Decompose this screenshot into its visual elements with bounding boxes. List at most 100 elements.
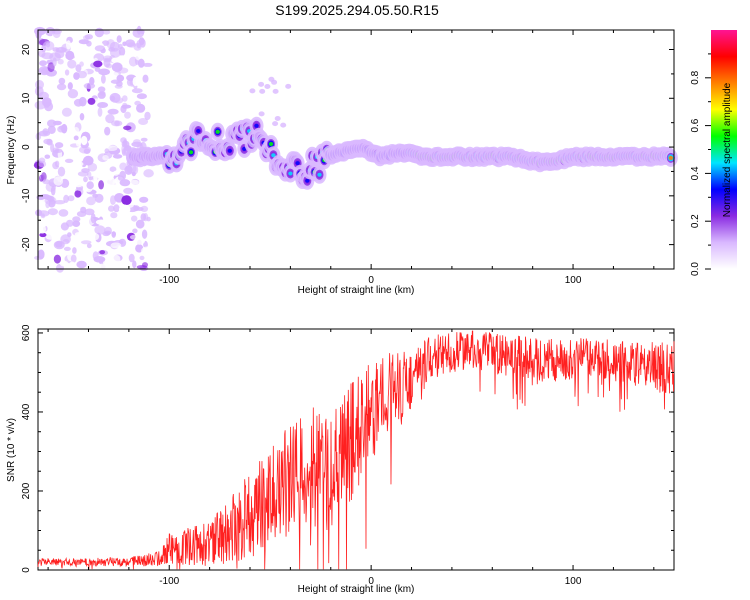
noise-blob xyxy=(103,260,109,266)
noise-blob xyxy=(132,228,138,234)
noise-blob xyxy=(117,175,125,181)
noise-blob xyxy=(142,62,153,67)
spectrogram-x-tick-label: -100 xyxy=(159,275,179,286)
noise-blob xyxy=(80,244,87,254)
noise-blob xyxy=(41,52,54,60)
noise-blob xyxy=(120,105,127,114)
noise-speck xyxy=(164,37,170,43)
colorbar-tick-label: 0.4 xyxy=(690,166,701,180)
ridge-arc-blob xyxy=(258,111,265,117)
noise-blob xyxy=(52,57,57,67)
noise-blob xyxy=(142,262,148,268)
noise-blob xyxy=(119,162,128,171)
colorbar-tick-label: 0.2 xyxy=(690,214,701,228)
noise-blob xyxy=(117,67,129,74)
noise-blob xyxy=(119,204,131,215)
noise-blob xyxy=(59,260,69,267)
noise-speck xyxy=(497,195,501,201)
noise-blob xyxy=(139,196,149,203)
noise-blob xyxy=(45,42,51,48)
noise-blob xyxy=(47,119,57,128)
noise-blob xyxy=(135,219,145,229)
colorbar: 0.0 0.2 0.4 0.6 0.8 Normalized spectral ampl… xyxy=(690,30,737,276)
noise-blob xyxy=(124,111,131,119)
noise-blob xyxy=(141,246,153,256)
noise-blob xyxy=(45,232,57,240)
noise-blob xyxy=(86,181,94,190)
noise-blob xyxy=(111,120,123,127)
noise-blob xyxy=(123,187,133,194)
noise-blob xyxy=(69,261,75,267)
noise-blob xyxy=(101,74,106,84)
noise-blob xyxy=(90,213,96,224)
noise-blob xyxy=(110,79,121,84)
noise-blob xyxy=(118,43,123,50)
noise-blob xyxy=(111,57,120,64)
noise-blob xyxy=(138,118,149,125)
noise-blob xyxy=(83,176,88,183)
noise-blob xyxy=(139,255,145,261)
noise-speck xyxy=(232,189,237,193)
noise-speck xyxy=(174,106,180,110)
snr-series-line xyxy=(37,330,675,570)
noise-blob xyxy=(76,140,81,147)
noise-speck xyxy=(466,138,472,144)
noise-blob xyxy=(140,38,146,48)
noise-blob xyxy=(111,231,116,238)
noise-blob xyxy=(89,77,95,86)
noise-speck xyxy=(462,33,468,39)
snr-frame xyxy=(37,328,675,571)
noise-blob xyxy=(70,254,77,263)
noise-blob xyxy=(87,162,98,172)
noise-blob xyxy=(46,138,53,146)
noise-blob xyxy=(64,158,74,163)
spectrogram-x-ticks: -100 0 100 xyxy=(47,30,655,286)
noise-blob xyxy=(39,60,47,67)
noise-speck xyxy=(251,94,256,98)
noise-speck xyxy=(543,80,548,84)
noise-blob xyxy=(98,180,104,190)
noise-blob xyxy=(64,69,70,76)
noise-blob xyxy=(72,216,81,223)
noise-blob xyxy=(125,246,133,252)
colorbar-gradient xyxy=(711,30,737,269)
noise-speck xyxy=(541,50,545,54)
noise-speck xyxy=(281,76,287,81)
noise-blob xyxy=(121,85,133,90)
ridge-blob xyxy=(268,142,274,146)
ridge-arc-blob xyxy=(274,116,281,121)
noise-blob xyxy=(95,219,107,225)
snr-y-label: SNR (10 * v/v) xyxy=(6,418,17,482)
noise-blob xyxy=(57,58,64,65)
noise-blob xyxy=(66,40,71,50)
noise-blob xyxy=(75,47,83,58)
noise-blob xyxy=(113,204,120,213)
spectrogram-frame xyxy=(37,29,675,270)
noise-blob xyxy=(78,96,87,107)
spectrogram-y-ticks: 20 10 0 -10 -20 xyxy=(21,44,674,270)
noise-blob xyxy=(38,91,49,101)
noise-speck xyxy=(216,240,222,244)
noise-blob xyxy=(65,54,75,60)
snr-x-tick-label: 0 xyxy=(368,576,374,587)
noise-blob xyxy=(63,194,69,203)
snr-x-tick-label: 100 xyxy=(565,576,582,587)
noise-blob xyxy=(94,225,106,235)
noise-blob xyxy=(102,29,111,35)
noise-blob xyxy=(75,64,82,73)
noise-blob xyxy=(87,97,96,105)
snr-y-tick-label: 200 xyxy=(21,482,32,499)
noise-blob xyxy=(91,233,100,241)
noise-speck xyxy=(458,43,463,47)
noise-blob xyxy=(119,179,131,187)
noise-speck xyxy=(469,121,475,125)
noise-blob xyxy=(128,56,138,67)
ridge-blob xyxy=(305,178,310,183)
noise-blob xyxy=(45,69,58,77)
noise-blob xyxy=(128,253,135,263)
figure-title: S199.2025.294.05.50.R15 xyxy=(275,2,439,18)
noise-blob xyxy=(72,247,77,254)
noise-blob xyxy=(78,39,90,45)
noise-blob xyxy=(99,201,105,211)
noise-speck xyxy=(153,52,158,57)
